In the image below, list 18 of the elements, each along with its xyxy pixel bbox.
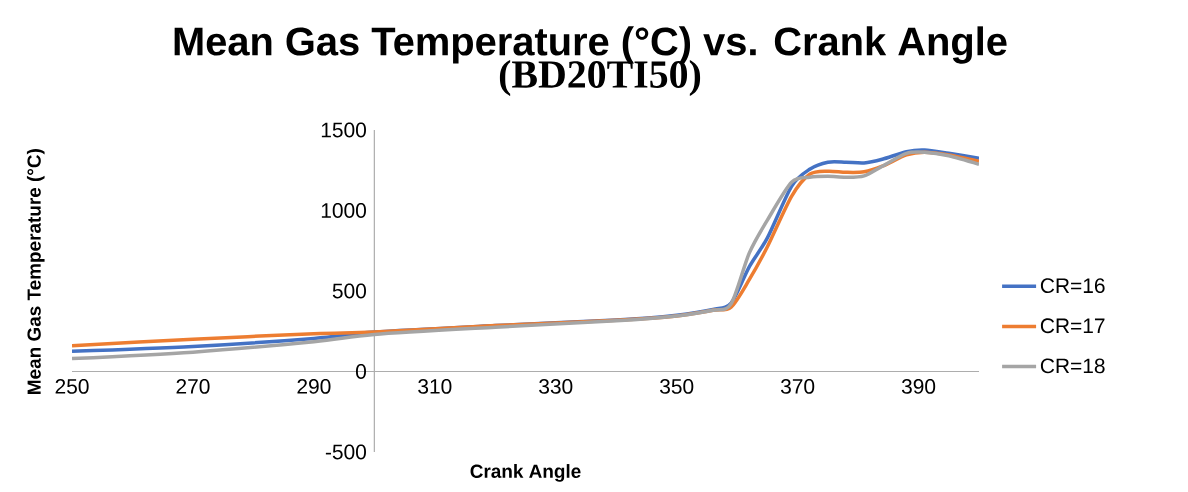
y-tick-label: -500 xyxy=(325,444,366,460)
x-tick-label: 330 xyxy=(539,379,573,394)
x-tick-label: 310 xyxy=(418,379,452,394)
legend-label: CR=17 xyxy=(1040,318,1105,334)
x-tick-label: 250 xyxy=(55,379,89,394)
x-tick-label: 350 xyxy=(660,379,694,394)
legend-label: CR=18 xyxy=(1040,358,1105,374)
x-axis-title: Crank Angle xyxy=(470,464,581,482)
y-axis-title: Mean Gas Temperature (°C) xyxy=(26,149,45,394)
x-tick-label: 270 xyxy=(176,379,210,394)
y-tick-label: 0 xyxy=(356,364,366,379)
x-tick-label: 370 xyxy=(780,379,815,394)
y-tick-label: 1000 xyxy=(321,203,366,218)
x-tick-label: 390 xyxy=(901,379,936,394)
y-tick-label: 1500 xyxy=(321,122,366,138)
x-tick-label: 290 xyxy=(297,379,331,394)
legend-label: CR=16 xyxy=(1040,278,1105,294)
y-tick-label: 500 xyxy=(332,283,366,299)
